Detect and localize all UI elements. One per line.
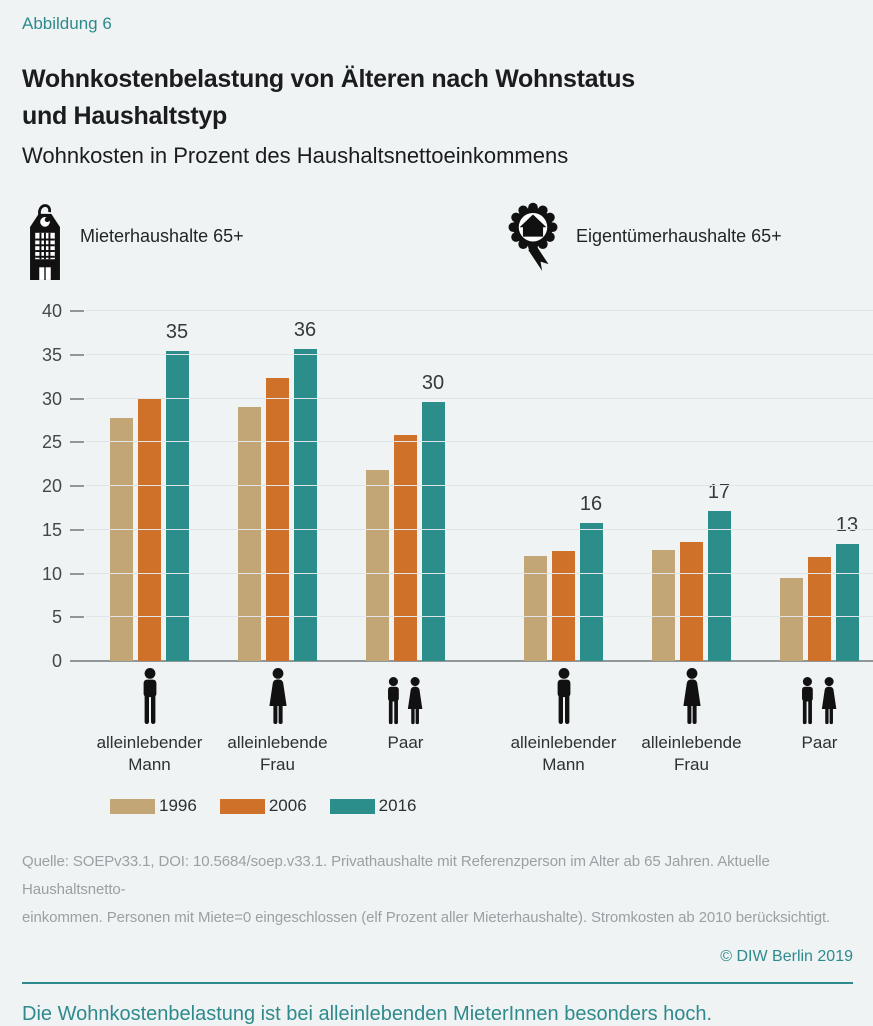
legend-item-2016: 2016 bbox=[330, 796, 417, 816]
ytick-label-0: 0 bbox=[22, 650, 62, 672]
ytick-mark-0 bbox=[70, 660, 84, 662]
owner-badge: Eigentümerhaushalte 65+ bbox=[502, 201, 782, 287]
xcluster-renter: alleinlebender Mann alleinlebende Frau Paa… bbox=[110, 667, 445, 776]
bar-1996 bbox=[110, 418, 133, 661]
bar-2016 bbox=[580, 523, 603, 661]
renter-badge-label: Mieterhaushalte 65+ bbox=[80, 226, 244, 247]
ytick-mark-20 bbox=[70, 485, 84, 487]
ytick-mark-15 bbox=[70, 529, 84, 531]
legend-swatch-2016 bbox=[330, 799, 375, 814]
legend-swatch-2006 bbox=[220, 799, 265, 814]
category-label: Paar bbox=[321, 732, 491, 754]
bar-1996 bbox=[652, 550, 675, 661]
legend-swatch-1996 bbox=[110, 799, 155, 814]
ytick-label-40: 40 bbox=[22, 300, 62, 322]
legend-label-2006: 2006 bbox=[269, 796, 307, 816]
gridline-30 bbox=[86, 398, 873, 399]
bar-group: 17 bbox=[652, 511, 731, 662]
bar-2006 bbox=[552, 551, 575, 661]
bar-value-label: 16 bbox=[580, 493, 602, 516]
owner-badge-label: Eigentümerhaushalte 65+ bbox=[576, 226, 782, 247]
couple-icon bbox=[799, 667, 839, 725]
ytick-label-35: 35 bbox=[22, 344, 62, 366]
copyright-note: © DIW Berlin 2019 bbox=[22, 948, 853, 966]
gridline-25 bbox=[86, 441, 873, 442]
bar-value-label: 35 bbox=[166, 321, 188, 344]
gridline-40 bbox=[86, 310, 873, 311]
key-finding-caption: Die Wohnkostenbelastung ist bei alleinle… bbox=[22, 1003, 853, 1026]
gridline-5 bbox=[86, 616, 873, 617]
gridline-15 bbox=[86, 529, 873, 530]
ytick-label-25: 25 bbox=[22, 431, 62, 453]
category-group: alleinlebender Mann bbox=[524, 667, 603, 776]
legend-label-1996: 1996 bbox=[159, 796, 197, 816]
category-group: alleinlebende Frau bbox=[652, 667, 731, 776]
bar-group: 36 bbox=[238, 349, 317, 661]
ytick-mark-10 bbox=[70, 573, 84, 575]
bar-2016 bbox=[708, 511, 731, 662]
household-type-badges: Mieterhaushalte 65+ bbox=[22, 201, 853, 287]
footer-divider bbox=[22, 982, 853, 984]
couple-icon bbox=[385, 667, 425, 725]
bar-value-label: 30 bbox=[422, 372, 444, 395]
category-group: alleinlebender Mann bbox=[110, 667, 189, 776]
bar-1996 bbox=[366, 470, 389, 661]
ytick-mark-40 bbox=[70, 310, 84, 312]
bar-1996 bbox=[238, 407, 261, 661]
bar-group: 16 bbox=[524, 523, 603, 661]
ytick-label-5: 5 bbox=[22, 606, 62, 628]
renter-badge: Mieterhaushalte 65+ bbox=[22, 201, 244, 287]
xcluster-owner: alleinlebender Mann alleinlebende Frau Paa… bbox=[524, 667, 859, 776]
category-group: Paar bbox=[780, 667, 859, 776]
bar-2006 bbox=[680, 542, 703, 661]
bar-2006 bbox=[266, 378, 289, 661]
category-group: Paar bbox=[366, 667, 445, 776]
gridline-35 bbox=[86, 354, 873, 355]
ytick-mark-25 bbox=[70, 441, 84, 443]
bar-group: 13 bbox=[780, 544, 859, 661]
category-label: Paar bbox=[735, 732, 873, 754]
ytick-label-20: 20 bbox=[22, 475, 62, 497]
ytick-mark-5 bbox=[70, 616, 84, 618]
figure-title: Wohnkostenbelastung von Älteren nach Woh… bbox=[22, 61, 853, 135]
woman-icon bbox=[266, 667, 290, 725]
bar-2016 bbox=[294, 349, 317, 661]
bar-1996 bbox=[780, 578, 803, 661]
renter-tag-icon bbox=[22, 199, 68, 290]
man-icon bbox=[140, 667, 160, 725]
figure-subtitle: Wohnkosten in Prozent des Haushaltsnetto… bbox=[22, 141, 853, 171]
legend-label-2016: 2016 bbox=[379, 796, 417, 816]
source-note: Quelle: SOEPv33.1, DOI: 10.5684/soep.v33… bbox=[22, 848, 853, 932]
woman-icon bbox=[680, 667, 704, 725]
gridline-10 bbox=[86, 573, 873, 574]
bar-value-label: 17 bbox=[708, 481, 730, 504]
bar-value-label: 36 bbox=[294, 319, 316, 342]
bar-2006 bbox=[394, 435, 417, 661]
bar-value-label: 13 bbox=[836, 514, 858, 537]
cluster-owner: 16 17 13 bbox=[524, 511, 859, 662]
gridline-20 bbox=[86, 485, 873, 486]
category-group: alleinlebende Frau bbox=[238, 667, 317, 776]
bar-2016 bbox=[836, 544, 859, 661]
ytick-mark-35 bbox=[70, 354, 84, 356]
figure-number: Abbildung 6 bbox=[22, 14, 853, 34]
ytick-mark-30 bbox=[70, 398, 84, 400]
legend-item-1996: 1996 bbox=[110, 796, 197, 816]
ytick-label-15: 15 bbox=[22, 519, 62, 541]
ytick-label-30: 30 bbox=[22, 388, 62, 410]
ytick-label-10: 10 bbox=[22, 563, 62, 585]
bar-2006 bbox=[138, 399, 161, 662]
chart-legend: 1996 2006 2016 bbox=[110, 796, 853, 816]
legend-item-2006: 2006 bbox=[220, 796, 307, 816]
owner-badge-icon bbox=[502, 199, 564, 290]
man-icon bbox=[554, 667, 574, 725]
